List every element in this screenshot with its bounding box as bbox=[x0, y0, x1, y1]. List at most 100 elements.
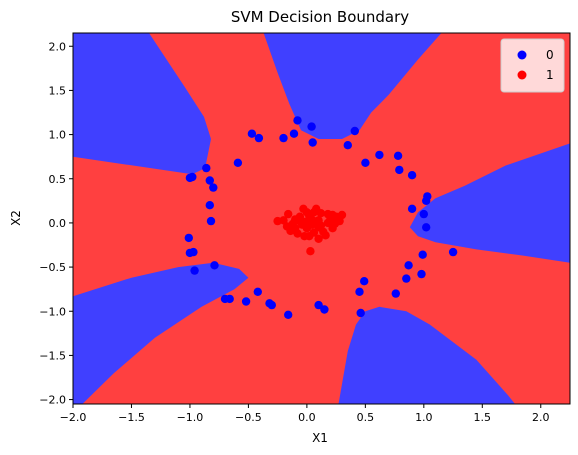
chart-title: SVM Decision Boundary bbox=[231, 8, 409, 26]
point-class-0-50 bbox=[184, 233, 193, 243]
point-class-0-17 bbox=[350, 126, 359, 136]
point-class-1-39 bbox=[302, 208, 312, 217]
point-class-0-27 bbox=[422, 223, 431, 232]
point-class-0-2 bbox=[188, 172, 197, 182]
point-class-1-42 bbox=[282, 222, 292, 231]
y-tick-label: −1.0 bbox=[39, 305, 66, 318]
point-class-0-32 bbox=[402, 274, 411, 283]
point-class-1-44 bbox=[306, 214, 315, 223]
point-class-0-34 bbox=[360, 277, 369, 286]
y-axis-label: X2 bbox=[9, 210, 23, 226]
scatter-points bbox=[184, 116, 458, 319]
y-tick-label: 1.0 bbox=[49, 129, 67, 142]
point-class-0-20 bbox=[393, 151, 403, 160]
point-class-0-45 bbox=[220, 294, 230, 304]
point-class-0-37 bbox=[320, 305, 329, 314]
point-class-0-10 bbox=[254, 133, 264, 143]
y-axis-ticks: −2.0 −1.5 −1.0 −0.5 0.0 0.5 1.0 1.5 2.0 bbox=[39, 40, 73, 407]
class-0-region-2 bbox=[263, 33, 442, 139]
y-tick-label: 0.0 bbox=[49, 217, 67, 230]
y-tick-label: 2.0 bbox=[49, 40, 67, 53]
x-tick-label: −1.5 bbox=[118, 411, 145, 424]
point-class-0-21 bbox=[395, 165, 404, 175]
point-class-0-42 bbox=[253, 287, 262, 296]
point-class-0-41 bbox=[265, 299, 274, 308]
point-class-0-49 bbox=[189, 247, 198, 257]
point-class-1-22 bbox=[306, 247, 315, 256]
class-0-region-1 bbox=[73, 33, 211, 175]
x-tick-label: −1.0 bbox=[177, 411, 204, 424]
point-class-0-30 bbox=[417, 269, 426, 279]
point-class-1-38 bbox=[295, 216, 305, 226]
legend-box bbox=[500, 38, 565, 93]
point-class-1-21 bbox=[293, 229, 302, 238]
point-class-1-43 bbox=[330, 219, 340, 228]
legend-label-1: 1 bbox=[546, 68, 554, 82]
point-class-1-41 bbox=[323, 209, 333, 219]
y-tick-label: 1.5 bbox=[49, 84, 67, 97]
legend-marker-1 bbox=[517, 70, 527, 80]
point-class-0-5 bbox=[209, 183, 218, 192]
point-class-0-26 bbox=[419, 209, 428, 219]
point-class-0-39 bbox=[284, 310, 293, 319]
point-class-0-4 bbox=[205, 176, 214, 185]
point-class-1-7 bbox=[284, 209, 293, 219]
x-tick-label: 2.0 bbox=[532, 411, 550, 424]
point-class-0-22 bbox=[407, 171, 417, 180]
point-class-0-8 bbox=[233, 158, 243, 167]
y-tick-label: −2.0 bbox=[39, 394, 66, 407]
x-tick-label: −2.0 bbox=[60, 411, 87, 424]
point-class-0-6 bbox=[205, 201, 214, 210]
point-class-0-33 bbox=[391, 289, 400, 298]
x-axis-ticks: −2.0 −1.5 −1.0 −0.5 0.0 0.5 1.0 1.5 2.0 bbox=[60, 404, 550, 424]
y-tick-label: 0.5 bbox=[49, 173, 67, 186]
class-0-region-3 bbox=[409, 143, 570, 263]
point-class-0-29 bbox=[418, 250, 427, 259]
point-class-0-7 bbox=[206, 216, 216, 226]
point-class-0-3 bbox=[202, 163, 211, 173]
class-0-region-5 bbox=[338, 306, 515, 404]
point-class-0-31 bbox=[404, 261, 413, 270]
point-class-1-24 bbox=[273, 216, 282, 226]
point-class-0-43 bbox=[241, 297, 251, 306]
point-class-0-24 bbox=[422, 196, 431, 205]
legend-label-0: 0 bbox=[546, 48, 554, 62]
x-tick-label: 1.5 bbox=[474, 411, 492, 424]
x-tick-label: 1.0 bbox=[415, 411, 433, 424]
point-class-0-46 bbox=[210, 261, 219, 270]
x-tick-label: 0.0 bbox=[298, 411, 316, 424]
point-class-0-38 bbox=[314, 300, 323, 310]
point-class-1-9 bbox=[309, 228, 319, 237]
point-class-0-12 bbox=[289, 129, 299, 138]
legend-marker-0 bbox=[517, 50, 527, 60]
class-0-region-4 bbox=[73, 262, 249, 404]
point-class-0-13 bbox=[293, 116, 302, 125]
point-class-0-11 bbox=[279, 133, 288, 143]
point-class-0-19 bbox=[375, 150, 384, 160]
point-class-0-14 bbox=[307, 122, 316, 131]
x-tick-label: −0.5 bbox=[235, 411, 262, 424]
point-class-0-16 bbox=[343, 141, 352, 150]
point-class-0-35 bbox=[355, 287, 364, 296]
point-class-0-28 bbox=[448, 247, 458, 257]
y-tick-label: −0.5 bbox=[39, 261, 66, 274]
point-class-0-47 bbox=[190, 266, 199, 275]
x-tick-label: 0.5 bbox=[357, 411, 375, 424]
point-class-1-29 bbox=[321, 231, 330, 240]
class-0-decision-regions bbox=[73, 33, 570, 404]
legend: 01 bbox=[500, 38, 565, 93]
point-class-0-9 bbox=[247, 129, 257, 138]
point-class-0-15 bbox=[308, 138, 317, 147]
point-class-1-34 bbox=[309, 208, 319, 217]
plot-area bbox=[73, 33, 570, 404]
point-class-1-20 bbox=[323, 218, 333, 228]
y-tick-label: −1.5 bbox=[39, 349, 66, 362]
plot-frame bbox=[72, 32, 571, 405]
point-class-0-25 bbox=[407, 204, 417, 213]
point-class-0-36 bbox=[356, 308, 365, 318]
point-class-1-40 bbox=[314, 234, 323, 243]
x-axis-label: X1 bbox=[312, 431, 328, 445]
point-class-0-18 bbox=[361, 158, 370, 167]
point-class-1-35 bbox=[300, 232, 309, 241]
